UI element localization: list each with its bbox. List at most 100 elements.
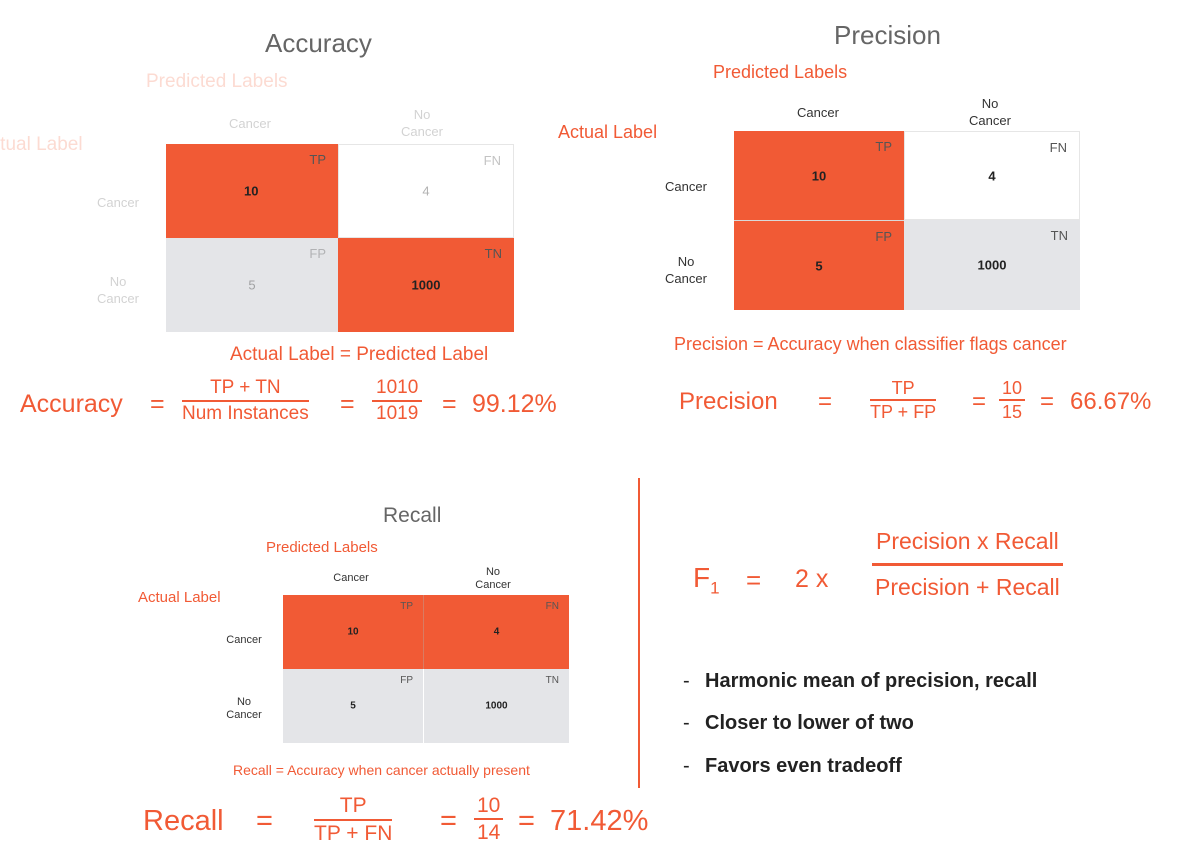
recall-formula-eq1: = <box>256 805 273 837</box>
precision-tn-tag: TN <box>1050 228 1068 243</box>
accuracy-cell-fn: FN 4 <box>338 144 514 238</box>
accuracy-value-denominator: 1019 <box>376 403 419 424</box>
accuracy-cell-tn: TN 1000 <box>338 238 514 332</box>
recall-col-no-cancer: No Cancer <box>475 566 511 591</box>
recall-fp-tag: FP <box>400 675 413 686</box>
f1-denominator: Precision + Recall <box>875 574 1060 600</box>
f1-bullet-text: Closer to lower of two <box>705 712 914 734</box>
precision-row-cancer: Cancer <box>665 179 707 194</box>
precision-cell-tn: TN 1000 <box>904 220 1080 310</box>
recall-cell-fn: FN 4 <box>423 595 569 669</box>
f1-bullet: - Closer to lower of two <box>683 712 914 735</box>
recall-tn-tag: TN <box>545 675 559 686</box>
precision-value-denominator: 15 <box>1002 402 1023 422</box>
recall-col-cancer: Cancer <box>333 572 369 584</box>
recall-actual-label: Actual Label <box>138 589 221 606</box>
accuracy-fn-tag: FN <box>483 153 501 168</box>
accuracy-fp-tag: FP <box>309 246 326 261</box>
precision-predicted-labels: Predicted Labels <box>713 62 848 82</box>
recall-formula-eq3: = <box>518 805 535 837</box>
f1-fraction: Precision x Recall Precision + Recall <box>872 528 1063 601</box>
f1-bullet-text: Harmonic mean of precision, recall <box>705 670 1038 692</box>
precision-value-numerator: 10 <box>999 378 1026 401</box>
precision-row-no-cancer: No Cancer <box>665 254 707 286</box>
f1-symbol-letter: F <box>693 562 711 593</box>
precision-value-fraction: 10 15 <box>999 378 1026 423</box>
f1-bullet: - Harmonic mean of precision, recall <box>683 670 1037 693</box>
precision-formula-numerator: TP <box>870 378 937 401</box>
accuracy-cell-fp: FP 5 <box>166 238 338 332</box>
precision-tp-tag: TP <box>875 139 892 154</box>
section-divider <box>638 478 640 788</box>
accuracy-tp-tag: TP <box>309 152 326 167</box>
precision-formula-denominator: TP + FP <box>870 402 937 422</box>
accuracy-tp-value: 10 <box>244 183 259 199</box>
accuracy-col-no-cancer: No Cancer <box>401 107 443 139</box>
precision-note: Precision = Accuracy when classifier fla… <box>674 334 1067 354</box>
recall-value-numerator: 10 <box>474 794 504 820</box>
accuracy-formula-fraction: TP + TN Num Instances <box>182 377 309 425</box>
accuracy-fn-value: 4 <box>422 183 430 199</box>
recall-result: 71.42% <box>550 805 649 837</box>
f1-bullet-text: Favors even tradeoff <box>705 755 902 777</box>
accuracy-predicted-labels: Predicted Labels <box>146 71 288 92</box>
recall-fn-tag: FN <box>545 601 559 612</box>
precision-cell-fn: FN 4 <box>904 131 1080 220</box>
accuracy-formula-eq3: = <box>442 390 457 418</box>
accuracy-tn-value: 1000 <box>411 277 441 293</box>
precision-formula-fraction: TP TP + FP <box>870 378 937 423</box>
recall-formula-name: Recall <box>143 805 224 837</box>
accuracy-fp-value: 5 <box>248 277 256 293</box>
precision-formula-eq3: = <box>1040 388 1055 415</box>
f1-numerator: Precision x Recall <box>872 528 1063 566</box>
accuracy-title: Accuracy <box>265 28 372 58</box>
precision-col-cancer: Cancer <box>797 105 839 120</box>
recall-predicted-labels: Predicted Labels <box>266 539 378 556</box>
precision-tp-value: 10 <box>811 168 827 183</box>
recall-cell-tn: TN 1000 <box>423 669 569 743</box>
accuracy-row-no-cancer: No Cancer <box>97 274 139 306</box>
precision-tn-value: 1000 <box>977 257 1007 273</box>
f1-eq: = <box>746 565 762 595</box>
recall-value-denominator: 14 <box>477 821 501 844</box>
recall-value-fraction: 10 14 <box>474 794 504 845</box>
precision-fp-tag: FP <box>875 229 892 244</box>
recall-fp-value: 5 <box>350 700 356 712</box>
precision-result: 66.67% <box>1070 388 1152 415</box>
accuracy-note: Actual Label = Predicted Label <box>230 344 489 365</box>
bullet-dash: - <box>683 670 690 692</box>
accuracy-cell-tp: TP 10 <box>166 144 338 238</box>
accuracy-formula-numerator: TP + TN <box>182 377 309 402</box>
precision-fp-value: 5 <box>815 258 823 273</box>
recall-formula-eq2: = <box>440 805 457 837</box>
recall-formula-denominator: TP + FN <box>314 822 393 845</box>
accuracy-tn-tag: TN <box>484 246 502 261</box>
accuracy-value-numerator: 1010 <box>372 377 423 402</box>
accuracy-formula-name: Accuracy <box>20 390 123 418</box>
recall-cell-fp: FP 5 <box>283 669 423 743</box>
recall-cell-tp: TP 10 <box>283 595 423 669</box>
accuracy-actual-label: Actual Label <box>0 134 83 155</box>
precision-fn-tag: FN <box>1049 140 1067 155</box>
recall-tn-value: 1000 <box>485 700 508 712</box>
accuracy-formula-denominator: Num Instances <box>182 403 309 424</box>
accuracy-result: 99.12% <box>472 390 557 418</box>
precision-formula-name: Precision <box>679 388 778 415</box>
recall-title: Recall <box>383 504 442 527</box>
recall-formula-fraction: TP TP + FN <box>314 794 393 846</box>
precision-fn-value: 4 <box>988 168 996 183</box>
recall-fn-value: 4 <box>493 626 500 638</box>
precision-formula-eq1: = <box>818 388 833 415</box>
accuracy-row-cancer: Cancer <box>97 195 139 210</box>
recall-formula-numerator: TP <box>314 794 393 821</box>
accuracy-value-fraction: 1010 1019 <box>372 377 423 425</box>
precision-col-no-cancer: No Cancer <box>969 96 1011 128</box>
recall-row-cancer: Cancer <box>226 634 262 646</box>
precision-formula-eq2: = <box>972 388 987 415</box>
bullet-dash: - <box>683 712 690 734</box>
accuracy-formula-eq2: = <box>340 390 355 418</box>
f1-symbol-subscript: 1 <box>710 578 720 598</box>
accuracy-formula-eq1: = <box>150 390 165 418</box>
recall-tp-tag: TP <box>400 601 413 612</box>
recall-row-no-cancer: No Cancer <box>226 696 262 721</box>
